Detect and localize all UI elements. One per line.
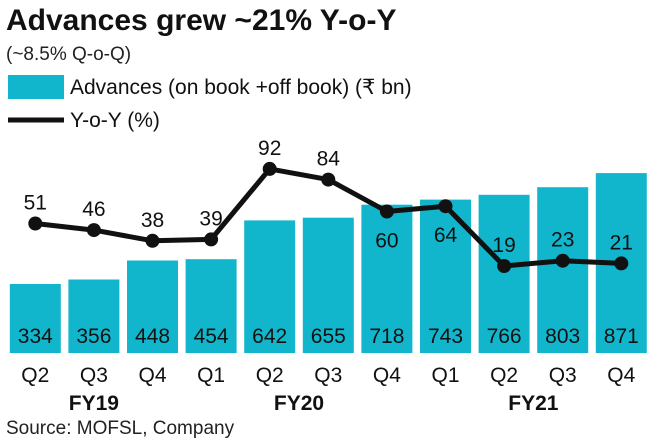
bar xyxy=(537,187,589,353)
bar-value-label: 803 xyxy=(545,325,580,348)
bar-value-label: 766 xyxy=(487,325,522,348)
yoy-value-label: 92 xyxy=(258,137,281,160)
yoy-point xyxy=(438,199,453,214)
yoy-value-label: 64 xyxy=(434,224,458,247)
x-tick-label: Q1 xyxy=(431,364,459,387)
yoy-point xyxy=(86,223,101,238)
x-tick-label: Q1 xyxy=(197,364,225,387)
bar-value-label: 718 xyxy=(369,325,404,348)
chart-subtitle: (~8.5% Q-o-Q) xyxy=(6,44,131,65)
chart-title: Advances grew ~21% Y-o-Y xyxy=(6,4,396,37)
yoy-point xyxy=(145,233,160,248)
x-tick-label: Q2 xyxy=(21,364,49,387)
bar-value-label: 655 xyxy=(311,325,346,348)
x-tick-label: Q4 xyxy=(138,364,166,387)
bar-value-label: 871 xyxy=(604,325,639,348)
yoy-value-label: 21 xyxy=(610,231,633,254)
bar-value-label: 642 xyxy=(252,325,287,348)
bar-value-label: 334 xyxy=(18,325,53,348)
yoy-value-label: 46 xyxy=(82,198,105,221)
yoy-value-label: 38 xyxy=(141,209,164,232)
legend-swatch-advances xyxy=(8,75,64,99)
legend: Advances (on book +off book) (₹ bn) Y-o-… xyxy=(8,75,412,132)
x-axis: Q2 Q3 Q4 Q1 Q2 Q3 Q4 Q1 Q2 Q3 Q4 FY19 FY20 FY21 xyxy=(21,364,635,415)
line-series: 51 46 38 39 92 84 60 64 19 23 21 xyxy=(24,137,633,273)
bar-value-label: 356 xyxy=(76,325,111,348)
yoy-value-label: 23 xyxy=(551,229,574,252)
x-tick-label: Q2 xyxy=(490,364,518,387)
fiscal-year-label: FY19 xyxy=(69,392,119,415)
bar xyxy=(185,259,237,353)
x-tick-label: Q2 xyxy=(256,364,284,387)
yoy-point xyxy=(614,256,629,271)
yoy-point xyxy=(262,161,277,176)
yoy-value-label: 84 xyxy=(317,148,341,171)
bar xyxy=(68,279,120,353)
yoy-value-label: 19 xyxy=(492,234,515,257)
bar-series: 334 356 448 454 642 655 718 743 766 803 871 xyxy=(9,173,647,353)
yoy-value-label: 60 xyxy=(375,230,398,253)
yoy-point xyxy=(204,232,219,247)
fiscal-year-label: FY21 xyxy=(508,392,559,415)
x-tick-label: Q3 xyxy=(314,364,342,387)
bar-value-label: 743 xyxy=(428,325,463,348)
bar-value-label: 454 xyxy=(194,325,229,348)
source-note: Source: MOFSL, Company xyxy=(6,418,235,439)
fiscal-year-label: FY20 xyxy=(274,392,324,415)
yoy-value-label: 39 xyxy=(199,207,222,230)
legend-label-advances: Advances (on book +off book) (₹ bn) xyxy=(70,76,412,99)
legend-label-yoy: Y-o-Y (%) xyxy=(70,109,160,132)
bar xyxy=(244,220,296,353)
bar xyxy=(478,194,530,353)
x-tick-label: Q4 xyxy=(607,364,635,387)
yoy-point xyxy=(379,204,394,219)
yoy-point xyxy=(497,259,512,273)
yoy-value-label: 51 xyxy=(24,192,47,215)
yoy-point xyxy=(321,172,336,187)
x-tick-label: Q3 xyxy=(80,364,108,387)
bar xyxy=(361,204,413,353)
bar xyxy=(127,260,178,353)
bar xyxy=(9,284,61,353)
yoy-point xyxy=(28,216,43,231)
bar xyxy=(302,217,354,353)
x-tick-label: Q4 xyxy=(373,364,401,387)
bar-value-label: 448 xyxy=(135,325,170,348)
x-tick-label: Q3 xyxy=(549,364,577,387)
yoy-point xyxy=(555,253,570,268)
